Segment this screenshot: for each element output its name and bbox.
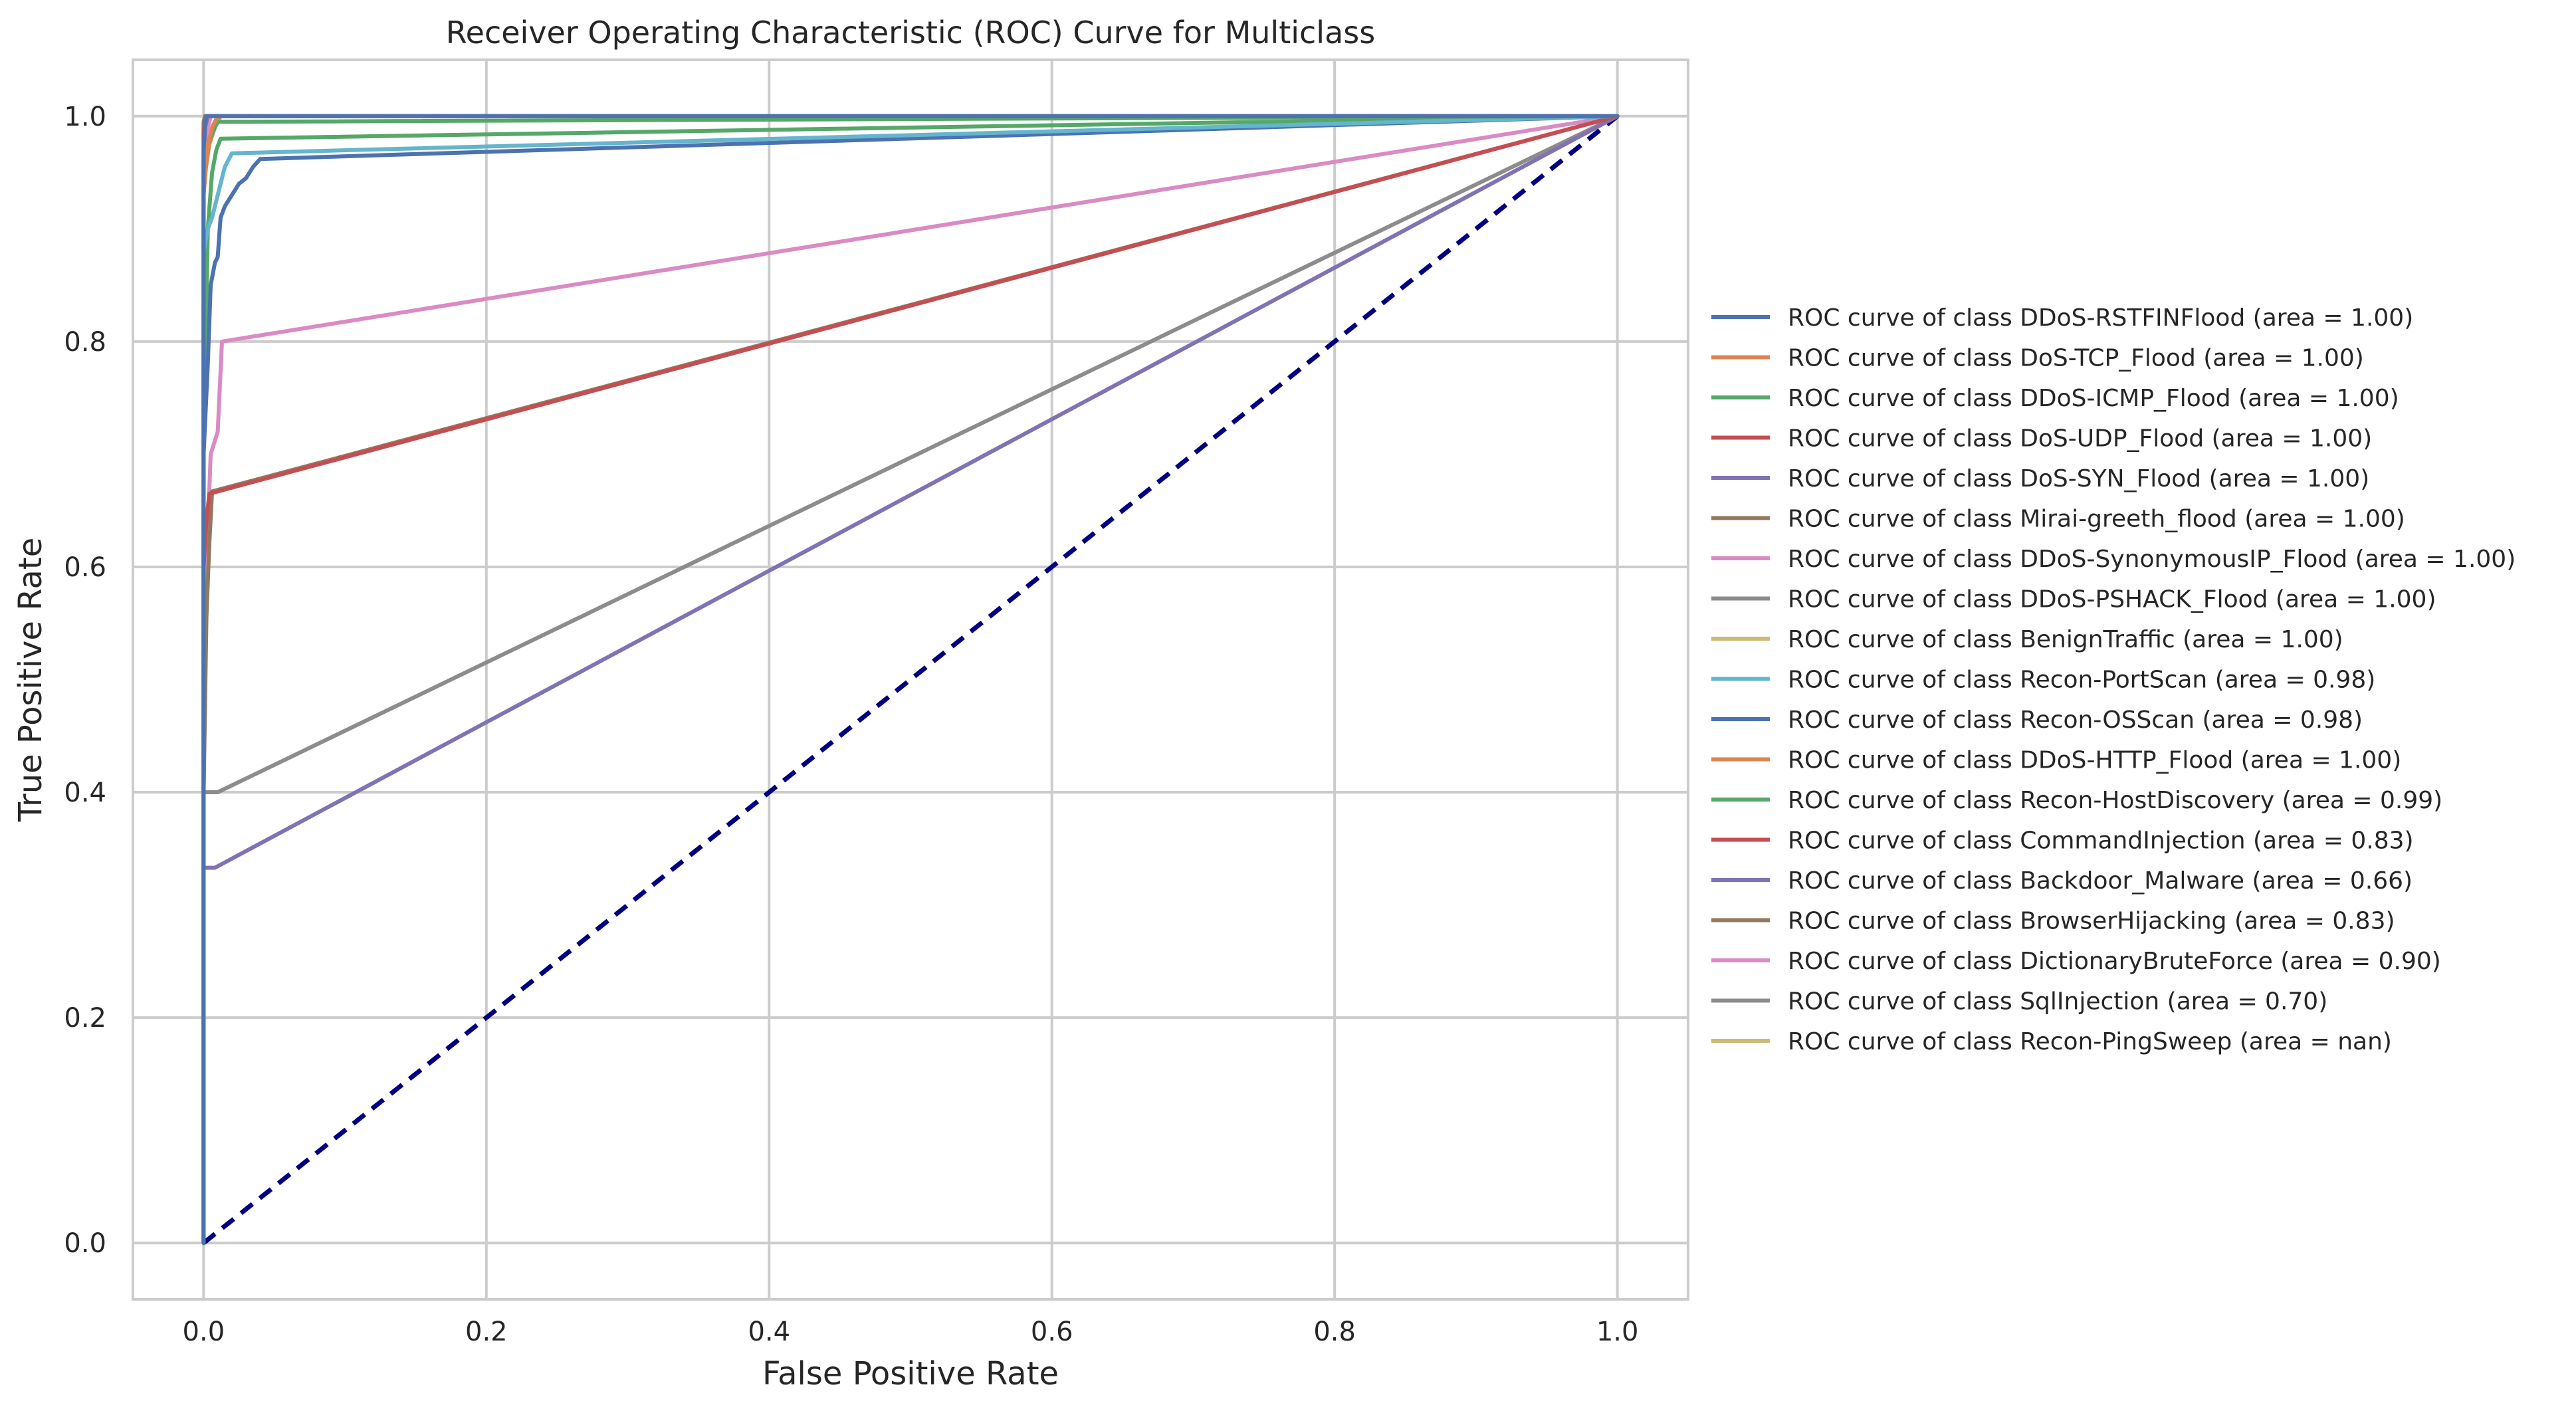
y-tick-label: 1.0 (64, 102, 106, 132)
legend-entry-label: ROC curve of class CommandInjection (are… (1788, 827, 2414, 855)
x-tick-label: 0.0 (183, 1317, 225, 1347)
legend-entry-label: ROC curve of class Mirai-greeth_flood (a… (1788, 506, 2405, 533)
y-tick-label: 0.6 (64, 552, 106, 583)
legend-entry-label: ROC curve of class DDoS-SynonymousIP_Flo… (1788, 546, 2516, 573)
legend-entry-label: ROC curve of class DDoS-PSHACK_Flood (ar… (1788, 586, 2436, 613)
y-tick-label: 0.2 (64, 1003, 106, 1033)
x-tick-label: 0.6 (1031, 1317, 1073, 1347)
x-tick-label: 1.0 (1596, 1317, 1639, 1347)
legend-entry-label: ROC curve of class Recon-HostDiscovery (… (1788, 787, 2442, 814)
legend-entry-label: ROC curve of class DictionaryBruteForce … (1788, 948, 2441, 975)
legend-entry-label: ROC curve of class DoS-SYN_Flood (area =… (1788, 465, 2369, 492)
legend-entry-label: ROC curve of class SqlInjection (area = … (1788, 988, 2327, 1016)
legend-entry-label: ROC curve of class DDoS-RSTFINFlood (are… (1788, 304, 2413, 332)
legend-entry-label: ROC curve of class BrowserHijacking (are… (1788, 908, 2395, 935)
x-tick-label: 0.4 (748, 1317, 790, 1347)
legend-entry-label: ROC curve of class DoS-TCP_Flood (area =… (1788, 345, 2364, 372)
y-axis-label: True Positive Rate (12, 538, 49, 823)
legend-entry-label: ROC curve of class Recon-OSScan (area = … (1788, 706, 2363, 734)
roc-series-line-0 (201, 114, 1620, 1245)
x-tick-label: 0.8 (1313, 1317, 1356, 1347)
legend: ROC curve of class DDoS-RSTFINFlood (are… (1711, 304, 2516, 1055)
legend-entry-label: ROC curve of class Recon-PingSweep (area… (1788, 1028, 2392, 1055)
legend-entry-label: ROC curve of class Recon-PortScan (area … (1788, 667, 2375, 694)
legend-entry-label: ROC curve of class DoS-UDP_Flood (area =… (1788, 425, 2372, 453)
y-tick-label: 0.4 (64, 778, 106, 808)
plot-frame (132, 58, 1689, 1301)
x-axis-label: False Positive Rate (762, 1355, 1059, 1392)
chance-diagonal-line (202, 114, 1619, 1245)
legend-entry-label: ROC curve of class DDoS-ICMP_Flood (area… (1788, 385, 2399, 412)
chart-title: Receiver Operating Characteristic (ROC) … (446, 15, 1375, 51)
roc-series-line-10 (201, 114, 1620, 1245)
y-tick-label: 0.0 (64, 1228, 106, 1259)
legend-entry-label: ROC curve of class Backdoor_Malware (are… (1788, 867, 2413, 895)
legend-entry-label: ROC curve of class BenignTraffic (area =… (1788, 626, 2343, 653)
y-tick-label: 0.8 (64, 327, 106, 358)
x-tick-label: 0.2 (465, 1317, 508, 1347)
legend-entry-label: ROC curve of class DDoS-HTTP_Flood (area… (1788, 747, 2401, 774)
